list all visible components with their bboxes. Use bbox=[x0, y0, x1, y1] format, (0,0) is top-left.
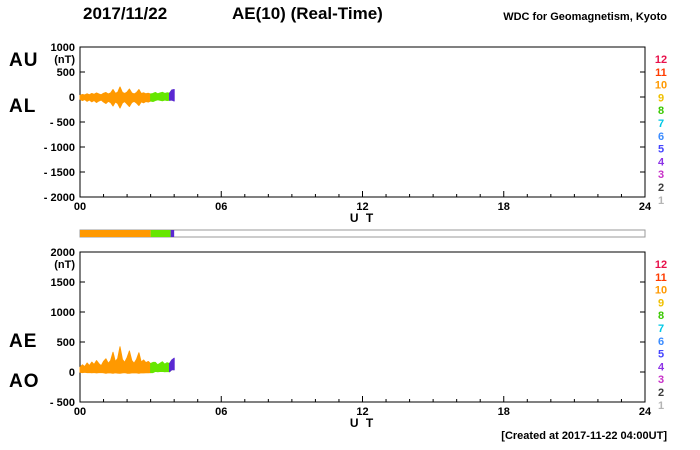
station-count-9: 9 bbox=[658, 92, 664, 104]
ae-ao-waveform-segment bbox=[169, 357, 175, 373]
x-tick-label: 18 bbox=[498, 201, 510, 213]
plot-border bbox=[79, 46, 646, 198]
station-count-9: 9 bbox=[658, 297, 664, 309]
x-tick-label: 24 bbox=[639, 406, 652, 418]
x-tick-label: 12 bbox=[356, 201, 368, 213]
y-tick-label: - 2000 bbox=[44, 192, 75, 204]
created-timestamp: [Created at 2017-11-22 04:00UT] bbox=[501, 430, 667, 442]
x-axis-title: U T bbox=[350, 211, 375, 225]
station-count-10: 10 bbox=[655, 80, 667, 92]
page-title: AE(10) (Real-Time) bbox=[232, 4, 383, 23]
availability-segment bbox=[170, 230, 175, 237]
station-count-7: 7 bbox=[658, 118, 664, 130]
ae-ao-waveform-segment bbox=[150, 359, 173, 374]
station-count-12: 12 bbox=[655, 259, 667, 271]
au-al-panel: 1000 500 0 - 500 - 1000 - 1500 - 2000 (nT) 00 06 1… bbox=[44, 42, 667, 225]
y-tick-label: 500 bbox=[57, 67, 75, 79]
x-tick-label: 12 bbox=[356, 406, 368, 418]
station-count-8: 8 bbox=[658, 310, 664, 322]
station-count-8: 8 bbox=[658, 105, 664, 117]
x-tick-label: 00 bbox=[74, 201, 86, 213]
station-count-2: 2 bbox=[658, 182, 664, 194]
au-al-waveform-segment bbox=[79, 86, 152, 109]
x-axis-title: U T bbox=[350, 416, 375, 430]
availability-segment bbox=[150, 230, 171, 237]
observatory-credit: WDC for Geomagnetism, Kyoto bbox=[503, 11, 667, 23]
y-tick-label: 1000 bbox=[51, 42, 75, 54]
station-count-2: 2 bbox=[658, 387, 664, 399]
y-unit-label: (nT) bbox=[54, 54, 75, 66]
station-count-11: 11 bbox=[655, 67, 667, 79]
y-tick-label: 1000 bbox=[51, 307, 75, 319]
y-tick-label: - 1500 bbox=[44, 167, 75, 179]
y-tick-label: - 1000 bbox=[44, 142, 75, 154]
station-count-10: 10 bbox=[655, 285, 667, 297]
station-count-5: 5 bbox=[658, 144, 664, 156]
station-count-4: 4 bbox=[658, 156, 665, 168]
station-count-11: 11 bbox=[655, 272, 667, 284]
x-tick-label: 06 bbox=[215, 201, 227, 213]
station-count-6: 6 bbox=[658, 131, 664, 143]
y-tick-label: 500 bbox=[57, 337, 75, 349]
al-axis-label: AL bbox=[9, 96, 37, 117]
y-tick-label: 2000 bbox=[51, 247, 75, 259]
station-count-1: 1 bbox=[658, 400, 664, 412]
ae-ao-waveform-segment bbox=[79, 346, 152, 374]
station-count-3: 3 bbox=[658, 169, 664, 181]
y-tick-label: 0 bbox=[69, 92, 75, 104]
station-count-12: 12 bbox=[655, 54, 667, 66]
x-tick-label: 06 bbox=[215, 406, 227, 418]
plot-border bbox=[79, 251, 646, 403]
au-al-waveform-segment bbox=[150, 89, 173, 102]
availability-bar bbox=[79, 229, 646, 238]
station-count-4: 4 bbox=[658, 361, 665, 373]
station-count-5: 5 bbox=[658, 349, 664, 361]
y-tick-label: 1500 bbox=[51, 277, 75, 289]
y-tick-label: 0 bbox=[69, 367, 75, 379]
au-axis-label: AU bbox=[9, 50, 39, 71]
x-tick-label: 24 bbox=[639, 201, 652, 213]
availability-segment bbox=[80, 230, 151, 237]
station-count-6: 6 bbox=[658, 336, 664, 348]
plot-date: 2017/11/22 bbox=[83, 4, 168, 23]
station-count-7: 7 bbox=[658, 323, 664, 335]
ae-axis-label: AE bbox=[9, 331, 38, 352]
ao-axis-label: AO bbox=[9, 371, 40, 392]
y-unit-label: (nT) bbox=[54, 259, 75, 271]
station-count-3: 3 bbox=[658, 374, 664, 386]
y-tick-label: - 500 bbox=[50, 117, 75, 129]
x-tick-label: 18 bbox=[498, 406, 510, 418]
x-tick-label: 00 bbox=[74, 406, 86, 418]
station-count-1: 1 bbox=[658, 195, 664, 207]
au-al-waveform-segment bbox=[169, 89, 175, 102]
y-tick-label: - 500 bbox=[50, 397, 75, 409]
